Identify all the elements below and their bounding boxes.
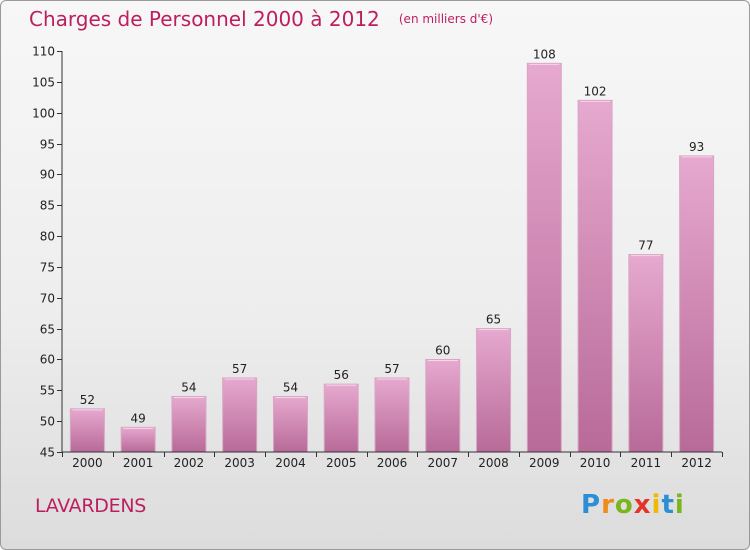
logo-letter: o <box>614 490 634 520</box>
bar-value-label: 108 <box>533 47 556 61</box>
y-tick-label: 60 <box>40 353 55 367</box>
y-tick-label: 45 <box>40 446 55 460</box>
y-tick-label: 95 <box>40 138 55 152</box>
chart-unit-text: (en milliers d'€) <box>398 12 493 26</box>
bar <box>323 383 359 453</box>
bar <box>69 408 105 453</box>
y-tick-label: 75 <box>40 261 55 275</box>
bar-value-label: 56 <box>334 368 349 382</box>
bar-value-label: 52 <box>80 393 95 407</box>
bar-value-label: 57 <box>232 362 247 376</box>
x-tick-label: 2012 <box>681 456 712 470</box>
y-tick-label: 105 <box>32 76 55 90</box>
chart-title: Charges de Personnel 2000 à 2012 (en mil… <box>29 7 493 31</box>
bar-value-label: 93 <box>689 140 704 154</box>
bar <box>476 328 512 453</box>
logo-letter: x <box>633 490 652 520</box>
x-tick-label: 2001 <box>123 456 154 470</box>
x-tick-label: 2005 <box>326 456 357 470</box>
x-tick-label: 2008 <box>478 456 509 470</box>
bar <box>171 395 207 453</box>
bar-value-label: 54 <box>181 380 196 394</box>
bar <box>526 62 562 453</box>
bar <box>222 377 258 453</box>
bar-value-label: 54 <box>283 380 298 394</box>
bar-value-label: 49 <box>131 411 146 425</box>
x-tick-label: 2003 <box>224 456 255 470</box>
logo-letter: P <box>581 490 602 520</box>
x-tick-label: 2010 <box>580 456 611 470</box>
y-tick-label: 100 <box>32 107 55 121</box>
logo-letter: i <box>651 490 662 520</box>
bar <box>628 254 664 453</box>
bar <box>679 155 715 453</box>
y-tick-label: 65 <box>40 323 55 337</box>
y-tick-label: 55 <box>40 384 55 398</box>
y-tick-label: 80 <box>40 230 55 244</box>
bar-value-label: 65 <box>486 313 501 327</box>
logo-letter: r <box>601 490 615 520</box>
y-tick-label: 110 <box>32 45 55 59</box>
y-tick-label: 90 <box>40 168 55 182</box>
commune-name: LAVARDENS <box>35 495 146 517</box>
y-tick-label: 70 <box>40 292 55 306</box>
axes-group: 45 50 55 60 65 70 75 80 85 90 95 100 105 110 2000 2001 2… <box>32 45 723 470</box>
bar <box>374 377 410 453</box>
bar <box>577 99 613 453</box>
x-tick-label: 2000 <box>72 456 103 470</box>
x-tick-label: 2007 <box>427 456 458 470</box>
bar-value-label: 102 <box>584 84 607 98</box>
bars-group: 52 49 54 57 54 56 57 60 65 108 102 77 93 <box>69 47 715 453</box>
x-tick-label: 2004 <box>275 456 306 470</box>
x-tick-label: 2011 <box>631 456 662 470</box>
proxiti-logo: Proxiti <box>581 490 685 520</box>
x-tick-label: 2002 <box>174 456 205 470</box>
chart-title-text: Charges de Personnel 2000 à 2012 <box>29 7 380 31</box>
y-tick-label: 50 <box>40 415 55 429</box>
y-tick-label: 85 <box>40 199 55 213</box>
bar-value-label: 77 <box>638 239 653 253</box>
bar <box>272 395 308 453</box>
bar-value-label: 57 <box>384 362 399 376</box>
logo-letter: t <box>661 490 675 520</box>
bar <box>425 358 461 453</box>
bar-value-label: 60 <box>435 343 450 357</box>
bar <box>120 426 156 453</box>
x-tick-label: 2009 <box>529 456 560 470</box>
logo-letter: i <box>674 490 685 520</box>
x-tick-label: 2006 <box>377 456 408 470</box>
